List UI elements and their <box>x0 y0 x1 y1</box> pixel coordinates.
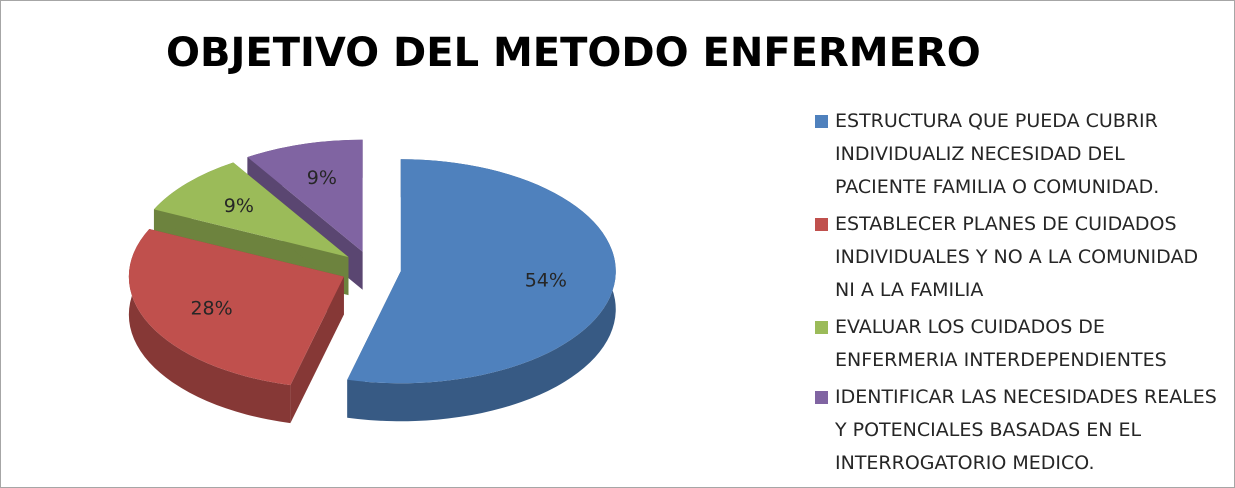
legend-label: EVALUAR LOS CUIDADOS DE ENFERMERIA INTER… <box>835 316 1167 371</box>
legend-item: ESTRUCTURA QUE PUEDA CUBRIR INDIVIDUALIZ… <box>811 105 1221 204</box>
data-label: 28% <box>190 298 232 320</box>
legend-swatch <box>815 115 828 128</box>
legend-label: ESTABLECER PLANES DE CUIDADOS INDIVIDUAL… <box>835 213 1199 301</box>
slice <box>153 162 349 258</box>
legend-label: IDENTIFICAR LAS NECESIDADES REALES Y POT… <box>835 386 1217 474</box>
legend-item: EVALUAR LOS CUIDADOS DE ENFERMERIA INTER… <box>811 311 1221 377</box>
legend-item: ESTABLECER PLANES DE CUIDADOS INDIVIDUAL… <box>811 208 1221 307</box>
legend-swatch <box>815 391 828 404</box>
legend-label: ESTRUCTURA QUE PUEDA CUBRIR INDIVIDUALIZ… <box>835 110 1160 198</box>
chart-title: OBJETIVO DEL METODO ENFERMERO <box>166 30 981 76</box>
slice-wall <box>128 228 291 424</box>
data-label: 9% <box>224 195 254 217</box>
slice <box>128 228 344 386</box>
slice <box>247 139 363 252</box>
legend-swatch <box>815 321 828 334</box>
legend-item: IDENTIFICAR LAS NECESIDADES REALES Y POT… <box>811 381 1221 480</box>
slice-side <box>290 276 344 424</box>
legend: ESTRUCTURA QUE PUEDA CUBRIR INDIVIDUALIZ… <box>811 105 1221 484</box>
legend-swatch <box>815 218 828 231</box>
slice <box>347 159 616 384</box>
data-label: 54% <box>525 269 567 291</box>
data-label: 9% <box>307 167 337 189</box>
